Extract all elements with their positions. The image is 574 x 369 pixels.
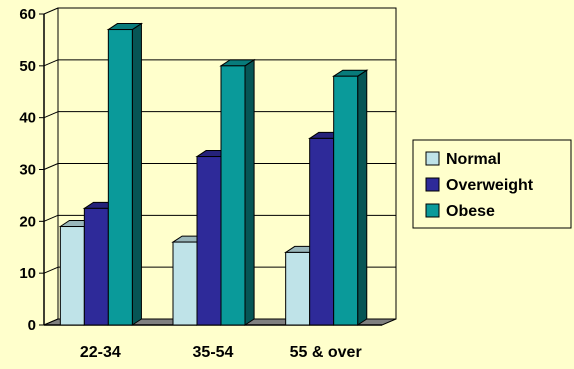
bar-side-obese — [357, 69, 368, 326]
bar-side-obese — [131, 22, 142, 326]
x-category-label: 55 & over — [290, 344, 362, 361]
y-tick-label: 10 — [19, 265, 36, 282]
y-tick-label: 40 — [19, 110, 36, 127]
bar-overweight — [196, 156, 222, 326]
bar-normal — [59, 226, 85, 326]
legend-label-obese: Obese — [446, 203, 495, 220]
legend-label-normal: Normal — [446, 151, 501, 168]
legend-swatch-obese — [425, 203, 440, 218]
y-tick-label: 60 — [19, 6, 36, 23]
bar-overweight — [309, 137, 335, 326]
bar-side-obese — [244, 58, 255, 326]
gridline-depth — [43, 266, 59, 274]
y-tick-label: 20 — [19, 213, 36, 230]
bar-obese — [107, 29, 133, 326]
gridline-depth — [43, 7, 59, 15]
bar-overweight — [83, 207, 109, 326]
bar-normal — [172, 241, 198, 326]
gridline-depth — [43, 163, 59, 170]
bar-obese — [333, 75, 359, 326]
bar-normal — [285, 251, 311, 326]
y-tick-label: 50 — [19, 58, 36, 75]
gridline-depth — [43, 59, 59, 67]
legend-swatch-overweight — [425, 177, 440, 192]
y-tick-label: 0 — [28, 317, 36, 334]
bar-obese — [220, 65, 246, 326]
legend-swatch-normal — [425, 151, 440, 166]
legend-label-overweight: Overweight — [446, 177, 534, 194]
gridline-depth — [43, 214, 59, 222]
x-category-label: 22-34 — [80, 344, 121, 361]
gridline-depth — [43, 111, 59, 119]
x-category-label: 35-54 — [193, 344, 234, 361]
y-tick-label: 30 — [19, 162, 36, 179]
